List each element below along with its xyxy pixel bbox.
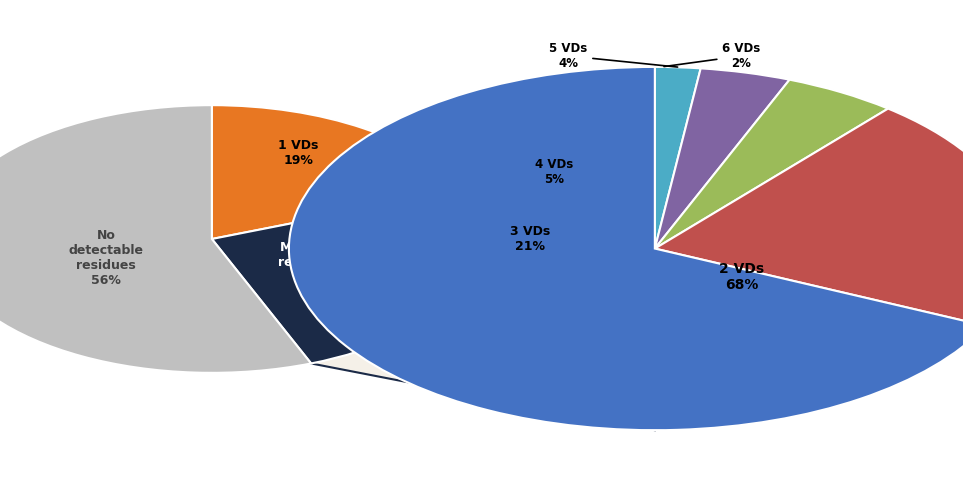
Wedge shape xyxy=(655,68,790,249)
Wedge shape xyxy=(655,80,888,249)
Wedge shape xyxy=(212,105,462,239)
Text: 2 VDs
68%: 2 VDs 68% xyxy=(719,262,764,293)
Wedge shape xyxy=(0,105,311,373)
Wedge shape xyxy=(212,190,482,363)
Polygon shape xyxy=(311,67,655,430)
Text: 4 VDs
5%: 4 VDs 5% xyxy=(534,158,573,186)
Text: No
detectable
residues
56%: No detectable residues 56% xyxy=(68,229,143,287)
Text: 6 VDs
2%: 6 VDs 2% xyxy=(664,42,761,70)
Wedge shape xyxy=(655,67,701,249)
Wedge shape xyxy=(289,67,963,430)
Wedge shape xyxy=(655,109,963,326)
Text: Multiple
residues
25%: Multiple residues 25% xyxy=(278,241,338,284)
Text: 3 VDs
21%: 3 VDs 21% xyxy=(509,225,550,253)
Text: 5 VDs
4%: 5 VDs 4% xyxy=(549,42,678,70)
Text: 1 VDs
19%: 1 VDs 19% xyxy=(278,139,319,167)
